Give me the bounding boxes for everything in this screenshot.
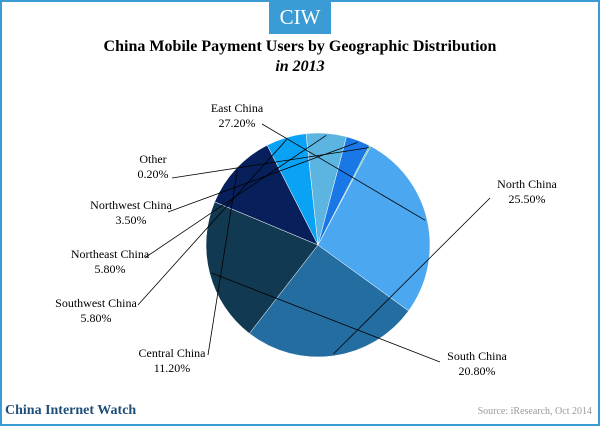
slice-label-name-central-china: Central China [139, 346, 207, 360]
chart-title: China Mobile Payment Users by Geographic… [103, 38, 497, 55]
leader-line-southwest-china [137, 139, 287, 306]
slice-label-name-south-china: South China [447, 349, 507, 363]
brand-badge: CIW [269, 0, 331, 34]
slice-label-value-other: 0.20% [138, 167, 169, 181]
slice-label-value-east-china: 27.20% [219, 116, 256, 130]
slice-label-value-central-china: 11.20% [154, 361, 191, 375]
slice-label-name-east-china: East China [211, 101, 264, 115]
slice-label-value-north-china: 25.50% [509, 192, 546, 206]
slice-label-value-southwest-china: 5.80% [81, 311, 112, 325]
pie-slice-east-china [317, 145, 431, 312]
slice-label-value-northeast-china: 5.80% [95, 262, 126, 276]
pie-slices [205, 132, 431, 358]
leader-line-east-china [261, 123, 426, 221]
leader-line-other [171, 147, 370, 179]
pie-slice-south-china [205, 201, 319, 334]
leader-line-central-china [207, 170, 238, 356]
slice-label-name-northeast-china: Northeast China [71, 247, 150, 261]
slice-label-value-northwest-china: 3.50% [116, 213, 147, 227]
footer-source: Source: iResearch, Oct 2014 [477, 406, 592, 417]
slice-label-name-southwest-china: Southwest China [55, 296, 137, 310]
pie-slice-north-china [249, 244, 409, 358]
chart-subtitle: in 2013 [275, 58, 325, 75]
leader-lines [137, 123, 491, 363]
leader-line-north-china [333, 197, 491, 355]
leader-line-northeast-china [145, 134, 327, 258]
footer-brand: China Internet Watch [5, 403, 137, 418]
pie-slice-central-china [214, 144, 319, 246]
slice-label-name-other: Other [139, 152, 166, 166]
leader-line-south-china [211, 272, 441, 363]
slice-label-name-north-china: North China [497, 177, 557, 191]
slice-label-value-south-china: 20.80% [459, 364, 496, 378]
slice-label-name-northwest-china: Northwest China [90, 198, 172, 212]
